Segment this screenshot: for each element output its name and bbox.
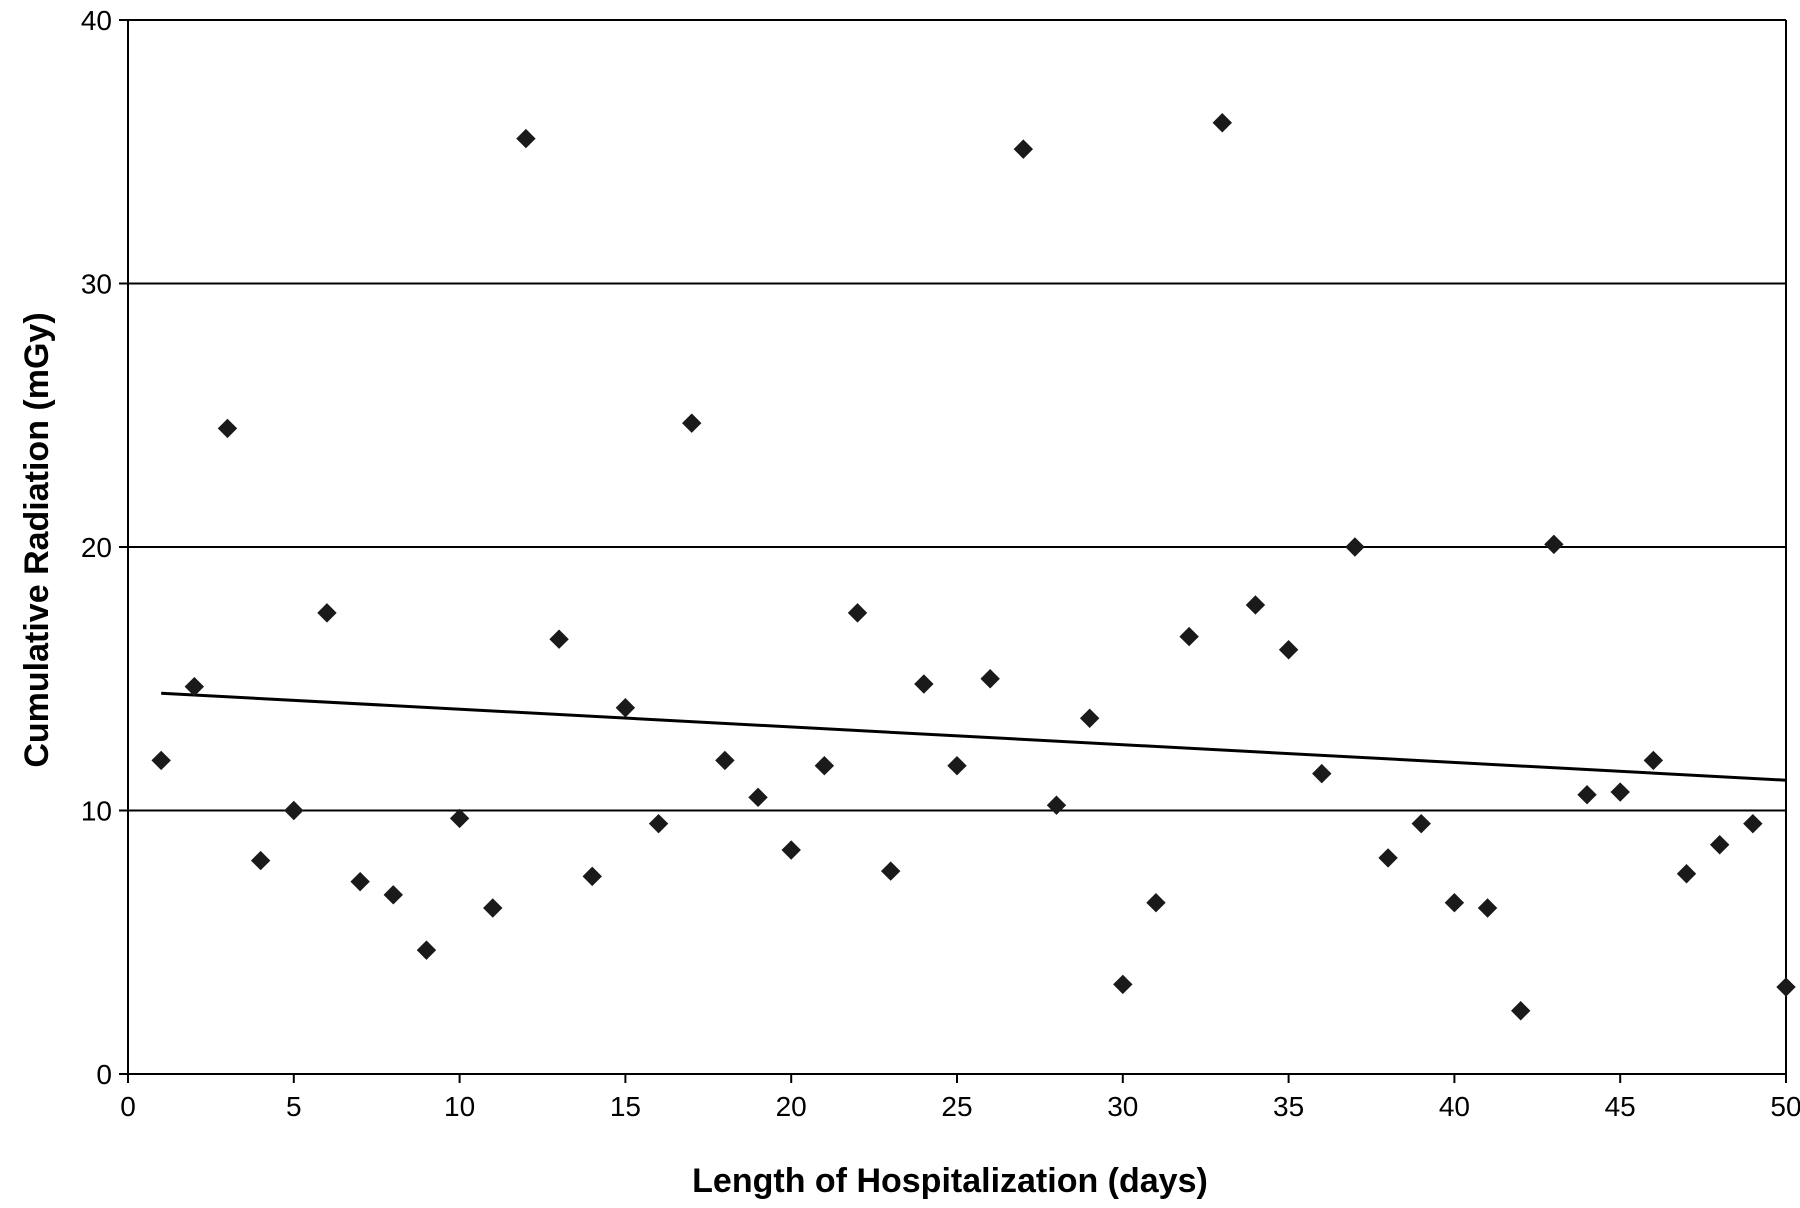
data-point (781, 840, 801, 860)
gridlines (128, 19, 1786, 812)
data-point (284, 800, 304, 821)
x-tick-label: 50 (1770, 1091, 1800, 1122)
y-tick-label: 30 (81, 269, 112, 300)
trendline-layer (161, 691, 1787, 782)
x-tick-label: 45 (1605, 1091, 1636, 1122)
tick-labels: 0 10 20 30 40 0 5 10 15 20 25 30 35 40 45 50 (81, 5, 1800, 1122)
y-tick-label: 10 (81, 796, 112, 827)
data-point (416, 940, 437, 960)
data-point (947, 755, 967, 776)
x-tick-label: 15 (610, 1091, 641, 1122)
data-point (449, 808, 470, 829)
data-point (151, 750, 171, 771)
x-tick-label: 40 (1439, 1091, 1470, 1122)
data-point (748, 787, 768, 808)
data-point (715, 750, 735, 771)
data-point (1378, 848, 1398, 868)
y-tick-label: 20 (81, 532, 112, 563)
x-tick-label: 35 (1273, 1091, 1304, 1122)
data-point (1577, 784, 1597, 805)
data-point (1013, 139, 1034, 159)
y-axis-title: Cumulative Radiation (mGy) (18, 312, 56, 767)
data-point (1046, 795, 1067, 815)
axes (119, 19, 1787, 1083)
data-point (880, 861, 901, 881)
data-point (1245, 595, 1266, 615)
x-tick-label: 5 (286, 1091, 302, 1122)
trendline (161, 691, 1787, 782)
data-point (317, 603, 337, 623)
data-point (1544, 534, 1564, 555)
data-point (217, 418, 238, 439)
data-point (582, 866, 602, 887)
data-point (1776, 977, 1796, 997)
data-point (1079, 708, 1100, 728)
data-point (483, 898, 503, 918)
data-point (1643, 750, 1664, 771)
data-point (914, 674, 934, 694)
data-point (549, 629, 569, 649)
data-point (1511, 1001, 1531, 1021)
data-point (847, 603, 868, 623)
x-tick-label: 0 (120, 1091, 136, 1122)
data-point (648, 813, 669, 834)
data-point (980, 669, 1000, 689)
data-point (516, 128, 536, 149)
data-point (383, 885, 403, 905)
data-point (1113, 974, 1133, 995)
data-point (1610, 782, 1630, 802)
data-point (1345, 537, 1365, 557)
data-point (1676, 864, 1697, 884)
data-point (1709, 835, 1730, 855)
data-point (1743, 813, 1763, 834)
data-point (1312, 763, 1332, 784)
y-tick-label: 40 (81, 5, 112, 36)
data-point (350, 871, 370, 892)
data-point (1278, 640, 1299, 660)
data-point (250, 850, 271, 871)
x-tick-label: 10 (444, 1091, 475, 1122)
data-point (615, 698, 636, 718)
x-tick-label: 30 (1107, 1091, 1138, 1122)
data-point (1444, 893, 1465, 913)
data-point (1411, 813, 1431, 834)
x-tick-label: 20 (776, 1091, 807, 1122)
y-tick-label: 0 (96, 1059, 112, 1090)
x-tick-label: 25 (941, 1091, 972, 1122)
data-point (1477, 898, 1498, 918)
data-point (1212, 113, 1232, 133)
data-point (184, 676, 205, 697)
data-points (151, 113, 1796, 1021)
data-point (1146, 893, 1166, 913)
x-axis-title: Length of Hospitalization (days) (692, 1162, 1208, 1200)
data-point (814, 755, 835, 776)
data-point (682, 413, 702, 433)
data-point (1179, 626, 1199, 647)
